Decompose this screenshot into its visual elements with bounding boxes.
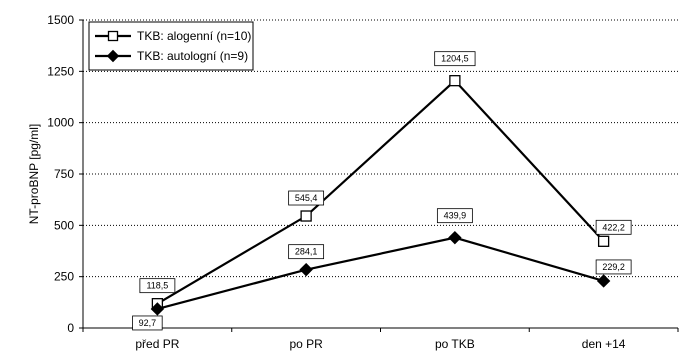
data-label: 545,4: [295, 193, 318, 203]
y-tick-label: 500: [54, 218, 74, 232]
data-label: 229,2: [602, 262, 625, 272]
series: [150, 75, 611, 316]
grid-lines: [83, 19, 678, 278]
data-label: 422,2: [602, 222, 625, 232]
data-point: [299, 262, 313, 277]
data-point: [150, 302, 165, 316]
data-label: 284,1: [295, 247, 318, 257]
series-line: [157, 236, 604, 311]
data-label-box: [595, 259, 632, 275]
y-tick-label: 1500: [47, 13, 74, 27]
data-point: [448, 230, 462, 245]
y-axis-title: NT-proBNP [pg/ml]: [27, 124, 41, 224]
y-tick-label: 250: [54, 270, 74, 284]
data-point: [597, 235, 610, 247]
legend-marker: [106, 49, 120, 63]
data-label-box: [434, 51, 476, 67]
data-label: 439,9: [444, 211, 467, 221]
legend-label: TKB: autologní (n=9): [137, 49, 248, 63]
data-point: [300, 210, 312, 222]
x-tick-label: po PR: [289, 337, 323, 351]
axes: NT-proBNP [pg/ml] 0 250 500 750 1000 1250 1500…: [27, 13, 679, 351]
data-label-box: [139, 278, 176, 294]
legend-marker: [107, 30, 119, 42]
legend-box: [88, 21, 254, 71]
y-tick-label: 1250: [47, 64, 74, 78]
data-label-box: [288, 190, 325, 206]
data-label: 118,5: [146, 281, 168, 291]
data-label-box: [436, 208, 473, 224]
data-labels: 118,5 545,4 1204,5 422,2 92,7 284,1 439,9 229,2: [132, 51, 632, 331]
legend: TKB: alogenní (n=10) TKB: autologní (n=9): [88, 21, 254, 71]
data-label-box: [288, 244, 325, 260]
x-tick-label: po TKB: [435, 337, 475, 351]
legend-label: TKB: alogenní (n=10): [137, 29, 251, 43]
data-label: 1204,5: [441, 54, 469, 64]
y-tick-label: 1000: [47, 116, 74, 130]
data-point: [596, 274, 611, 288]
data-label-box: [595, 219, 632, 235]
data-point: [449, 75, 461, 87]
data-label-box: [132, 315, 163, 331]
data-label: 92,7: [139, 318, 157, 328]
y-tick-label: 750: [54, 167, 74, 181]
series-line: [156, 79, 605, 305]
x-tick-label: před PR: [135, 337, 179, 351]
x-tick-label: den +14: [582, 337, 626, 351]
y-tick-label: 0: [67, 321, 74, 335]
